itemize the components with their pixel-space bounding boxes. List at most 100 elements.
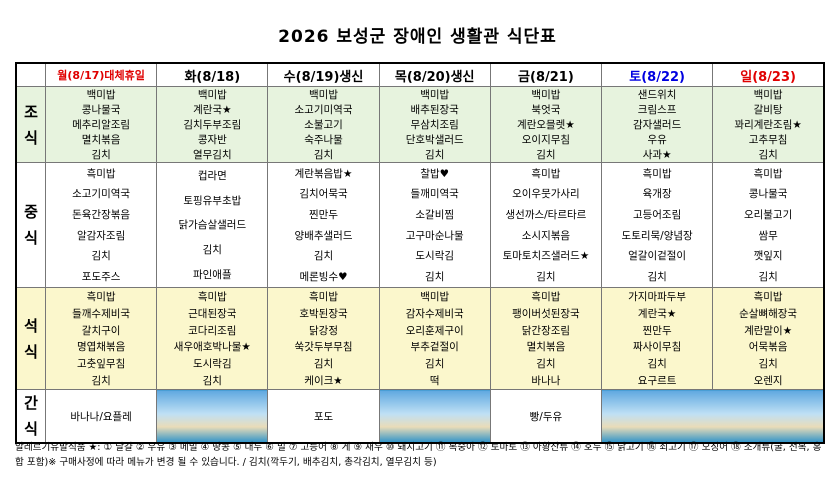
- meal-label-text: 조식: [24, 102, 38, 147]
- menu-item: 김치: [758, 149, 778, 161]
- menu-item: 돈육간장볶음: [72, 209, 131, 222]
- menu-item: 고구마순나물: [405, 229, 464, 242]
- menu-item: 숙주나물: [304, 134, 343, 146]
- menu-item: 소고기미역국: [72, 188, 131, 201]
- menu-item: 소고기미역국: [294, 104, 353, 116]
- menu-item: 소갈비찜: [415, 209, 455, 222]
- menu-list: 백미밥 북엇국 계란오믈렛★ 오이지무침 김치: [491, 87, 601, 162]
- menu-item: 김치: [91, 149, 111, 161]
- footnote: 알레르기유발식품 ★: ① 달걀 ② 우유 ③ 메밀 ④ 땅콩 ⑤ 대두 ⑥ 밀…: [15, 442, 822, 468]
- menu-cell: 백미밥 감자수제비국 오리훈제구이 부추겉절이 김치 떡: [378, 287, 491, 390]
- menu-item: 컵라면: [197, 169, 227, 182]
- menu-item: 토마토치즈샐러드★: [502, 250, 590, 263]
- menu-item: 김치: [313, 358, 334, 371]
- meal-label: 간식: [15, 389, 46, 444]
- day-header: 일(8/23): [712, 62, 825, 87]
- menu-item: 김치: [536, 149, 556, 161]
- menu-item: 계란말이★: [744, 324, 793, 337]
- menu-item: 김치: [425, 358, 445, 371]
- menu-item: 갈비탕: [753, 104, 783, 116]
- menu-item: 흑미밥: [531, 167, 561, 180]
- menu-list: 흑미밥 팽이버섯된장국 닭간장조림 멸치볶음 김치 바나나: [491, 288, 601, 389]
- menu-list: 백미밥 배추된장국 무삼치조림 단호박샐러드 김치: [380, 87, 490, 162]
- menu-item: 백미밥: [309, 89, 338, 101]
- menu-item: 생선까스/타르타르: [505, 209, 587, 222]
- snack-cell: 빵/두유: [489, 389, 603, 444]
- menu-cell: 흑미밥 팽이버섯된장국 닭간장조림 멸치볶음 김치 바나나: [489, 287, 603, 390]
- menu-cell: 컵라면 토핑유부초밥 닭가슴살샐러드 김치 파인애플: [156, 162, 269, 288]
- snack-cell: 포도: [267, 389, 380, 444]
- meal-row: 중식 흑미밥 소고기미역국 돈육간장볶음 알감자조림 김치 포도주스 컵라면 토핑유부초밥 닭가슴…: [15, 162, 825, 288]
- menu-item: 메론빙수♥: [299, 271, 348, 284]
- menu-item: 바나나: [531, 375, 561, 388]
- menu-item: 부추겉절이: [410, 341, 459, 354]
- menu-item: 사과★: [642, 149, 672, 161]
- menu-item: 들깨수제비국: [72, 307, 131, 320]
- menu-item: 계란오믈렛★: [517, 119, 575, 131]
- menu-list: 흑미밥 콩나물국 오리불고기 쌈무 깻잎지 김치: [713, 163, 823, 287]
- menu-item: 도토리묵/양념장: [621, 229, 693, 242]
- menu-cell: 가지마파두부 계란국★ 찐만두 짜사이무침 김치 요구르트: [601, 287, 714, 390]
- menu-item: 계란볶음밥★: [294, 167, 353, 180]
- meal-label-text: 석식: [24, 316, 38, 361]
- menu-list: 샌드위치 크림스프 감자샐러드 우유 사과★: [602, 87, 712, 162]
- menu-item: 흑미밥: [86, 167, 116, 180]
- snack-row: 간식 바나나/요플레 포도 빵/두유: [15, 389, 825, 444]
- menu-item: 소시지볶음: [521, 229, 571, 242]
- menu-item: 흑미밥: [197, 290, 227, 303]
- menu-item: 케이크★: [304, 375, 343, 388]
- menu-item: 오이우뭇가사리: [512, 188, 580, 201]
- menu-item: 포도주스: [81, 271, 121, 284]
- menu-item: 계란국★: [193, 104, 232, 116]
- menu-cell: 흑미밥 순살뼈해장국 계란말이★ 어묵볶음 김치 오렌지: [712, 287, 825, 390]
- menu-item: 김치: [758, 271, 778, 284]
- menu-cell: 계란볶음밥★ 김치어묵국 찐만두 양배추샐러드 김치 메론빙수♥: [267, 162, 380, 288]
- menu-item: 백미밥: [86, 89, 116, 101]
- menu-item: 도시락김: [415, 250, 455, 263]
- menu-item: 찰밥♥: [420, 167, 450, 180]
- meal-row: 석식 흑미밥 들깨수제비국 갈치구이 명엽채볶음 고춧잎무침 김치 흑미밥 근대된장국 코다리조림…: [15, 287, 825, 390]
- menu-item: 흑미밥: [86, 290, 116, 303]
- menu-cell: 찰밥♥ 들깨미역국 소갈비찜 고구마순나물 도시락김 김치: [378, 162, 491, 288]
- menu-item: 오리불고기: [743, 209, 793, 222]
- menu-item: 떡: [429, 375, 440, 388]
- menu-item: 흑미밥: [309, 290, 338, 303]
- meal-label: 중식: [15, 162, 46, 288]
- day-header: 월(8/17)대체휴일: [44, 62, 158, 87]
- meal-label-text: 중식: [24, 203, 38, 247]
- menu-item: 닭강정: [309, 324, 338, 337]
- day-header: 금(8/21): [489, 62, 603, 87]
- menu-cell: 백미밥 소고기미역국 소불고기 숙주나물 김치: [267, 86, 380, 163]
- title: 2026 보성군 장애인 생활관 식단표: [278, 27, 557, 47]
- menu-item: 메추리알조림: [72, 119, 131, 131]
- menu-item: 김치: [91, 250, 111, 263]
- menu-item: 팽이버섯된장국: [512, 307, 580, 320]
- corner: [15, 62, 46, 87]
- menu-item: 요구르트: [637, 375, 677, 388]
- meal-label-text: 간식: [24, 394, 38, 438]
- menu-item: 멸치볶음: [526, 341, 566, 354]
- menu-cell: 백미밥 배추된장국 무삼치조림 단호박샐러드 김치: [378, 86, 491, 163]
- menu-item: 꽈리계란조림★: [734, 119, 802, 131]
- menu-item: 코다리조림: [188, 324, 237, 337]
- menu-cell: 흑미밥 호박된장국 닭강정 쑥갓두부무침 김치 케이크★: [267, 287, 380, 390]
- menu-item: 백미밥: [753, 89, 783, 101]
- menu-item: 흑미밥: [753, 290, 783, 303]
- menu-list: 백미밥 콩나물국 메추리알조림 멸치볶음 김치: [46, 87, 156, 162]
- snack-cell: 바나나/요플레: [44, 389, 158, 444]
- menu-item: 김치: [313, 149, 334, 161]
- menu-list: 흑미밥 호박된장국 닭강정 쑥갓두부무침 김치 케이크★: [268, 288, 378, 389]
- menu-item: 고등어조림: [632, 209, 682, 222]
- menu-item: 감자샐러드: [632, 119, 682, 131]
- menu-cell: 흑미밥 근대된장국 코다리조림 새우애호박나물★ 도시락김 김치: [156, 287, 269, 390]
- menu-list: 계란볶음밥★ 김치어묵국 찐만두 양배추샐러드 김치 메론빙수♥: [268, 163, 378, 287]
- menu-list: 백미밥 갈비탕 꽈리계란조림★ 고추무침 김치: [713, 87, 823, 162]
- menu-item: 흑미밥: [753, 167, 783, 180]
- day-header: 목(8/20)생신: [378, 62, 491, 87]
- menu-cell: 백미밥 북엇국 계란오믈렛★ 오이지무침 김치: [489, 86, 603, 163]
- menu-item: 흑미밥: [642, 167, 672, 180]
- menu-item: 김치: [536, 271, 556, 284]
- menu-item: 김치두부조림: [183, 119, 242, 131]
- menu-item: 김치: [202, 375, 222, 388]
